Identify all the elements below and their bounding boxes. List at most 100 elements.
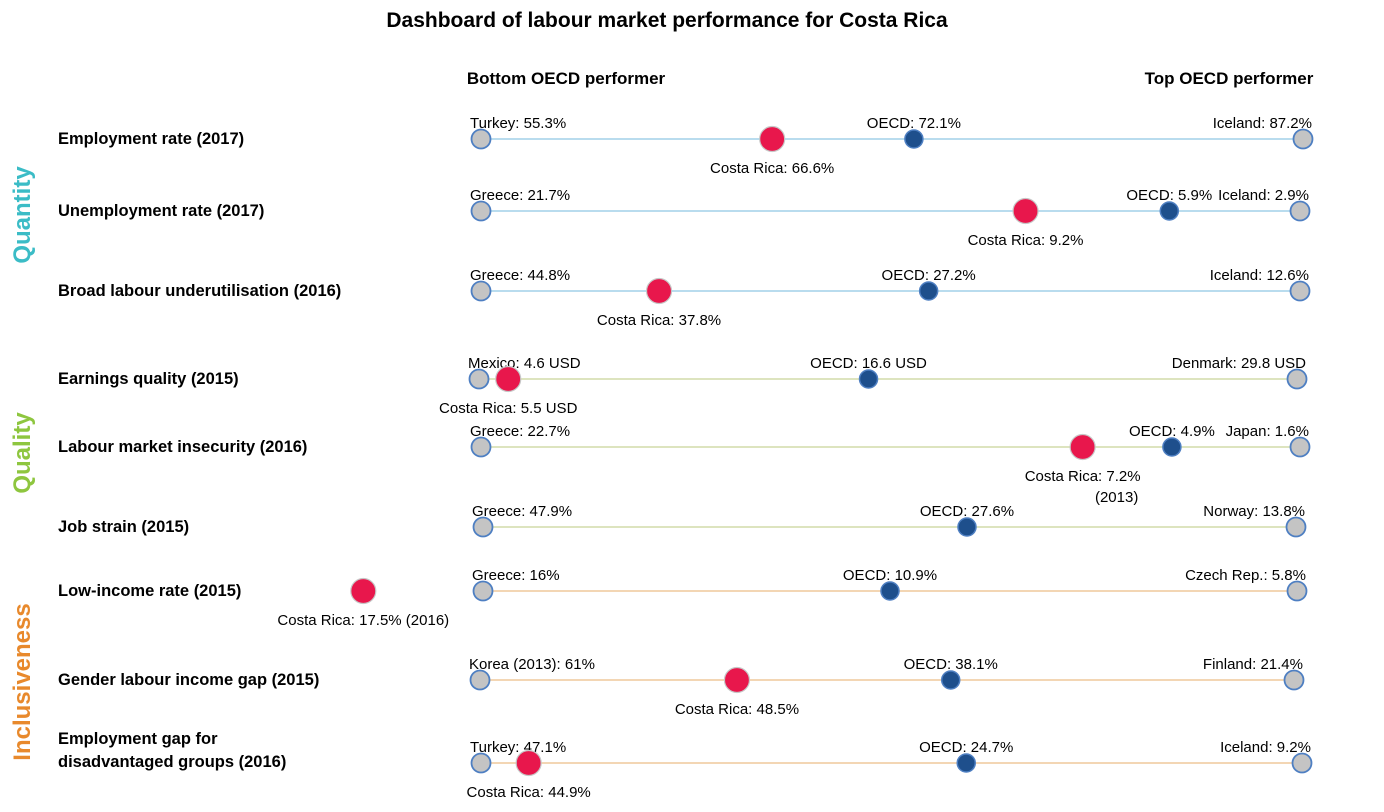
- group-label: Inclusiveness: [9, 603, 36, 760]
- costa-rica-dot: [515, 749, 542, 777]
- oecd-dot: [956, 753, 976, 773]
- costa-rica-label: Costa Rica: 9.2%: [968, 232, 1084, 249]
- top-performer-label: Iceland: 9.2%: [1220, 739, 1311, 756]
- group-labels: Quantity Quality Inclusiveness: [9, 166, 36, 761]
- indicator-row: Employment rate (2017) Turkey: 55.3% Icela…: [58, 115, 1314, 177]
- indicator-label: Employment rate (2017): [58, 130, 244, 148]
- bottom-performer-dot: [470, 200, 492, 222]
- costa-rica-label: Costa Rica: 5.5 USD: [439, 400, 578, 417]
- costa-rica-label: Costa Rica: 17.5% (2016): [277, 612, 449, 629]
- indicator-label: Labour market insecurity (2016): [58, 438, 307, 456]
- top-performer-dot: [1292, 128, 1314, 150]
- indicator-label: Gender labour income gap (2015): [58, 671, 319, 689]
- indicator-label-line: disadvantaged groups (2016): [58, 753, 286, 771]
- costa-rica-label: Costa Rica: 44.9%: [467, 784, 591, 801]
- chart-title: Dashboard of labour market performance f…: [386, 9, 948, 32]
- top-performer-header: Top OECD performer: [1145, 69, 1314, 88]
- costa-rica-label: Costa Rica: 7.2%: [1025, 468, 1141, 485]
- indicator-row: Employment gap for disadvantaged groups (…: [58, 730, 1313, 801]
- oecd-dot: [1159, 201, 1180, 221]
- top-performer-label: Denmark: 29.8 USD: [1172, 355, 1306, 372]
- bottom-performer-dot: [472, 580, 494, 602]
- bottom-performer-header: Bottom OECD performer: [467, 69, 666, 88]
- bottom-performer-dot: [470, 752, 492, 774]
- group-label: Quality: [9, 412, 36, 494]
- bottom-performer-label: Turkey: 47.1%: [470, 739, 566, 756]
- top-performer-dot: [1286, 368, 1308, 390]
- top-performer-label: Japan: 1.6%: [1226, 423, 1309, 440]
- indicator-row: Low-income rate (2015) Greece: 16% Czech R…: [58, 567, 1308, 629]
- oecd-label: OECD: 38.1%: [904, 656, 998, 673]
- bottom-performer-dot: [470, 280, 492, 302]
- bottom-performer-dot: [470, 436, 492, 458]
- bottom-performer-dot: [472, 516, 494, 538]
- oecd-dot: [918, 281, 939, 301]
- indicator-row: Gender labour income gap (2015) Korea (20…: [58, 656, 1305, 718]
- indicator-row: Labour market insecurity (2016) Greece: 2…: [58, 423, 1311, 506]
- top-performer-dot: [1289, 200, 1311, 222]
- bottom-performer-label: Greece: 44.8%: [470, 267, 570, 284]
- indicator-row: Unemployment rate (2017) Greece: 21.7% Ice…: [58, 187, 1311, 249]
- oecd-label: OECD: 5.9%: [1126, 187, 1212, 204]
- top-performer-label: Finland: 21.4%: [1203, 656, 1303, 673]
- indicator-label: Job strain (2015): [58, 518, 189, 536]
- indicator-label: Unemployment rate (2017): [58, 202, 264, 220]
- oecd-label: OECD: 72.1%: [867, 115, 961, 132]
- bottom-performer-label: Korea (2013): 61%: [469, 656, 595, 673]
- oecd-dot: [957, 517, 977, 537]
- bottom-performer-dot: [469, 669, 491, 691]
- top-performer-dot: [1291, 752, 1313, 774]
- bottom-performer-label: Greece: 22.7%: [470, 423, 570, 440]
- oecd-label: OECD: 24.7%: [919, 739, 1013, 756]
- top-performer-label: Iceland: 87.2%: [1213, 115, 1312, 132]
- costa-rica-label: Costa Rica: 48.5%: [675, 701, 799, 718]
- costa-rica-dot: [1069, 433, 1096, 461]
- oecd-label: OECD: 4.9%: [1129, 423, 1215, 440]
- costa-rica-dot: [1012, 197, 1039, 225]
- costa-rica-dot: [759, 125, 786, 153]
- costa-rica-note: (2013): [1095, 489, 1138, 506]
- oecd-dot: [1162, 437, 1182, 457]
- top-performer-label: Iceland: 12.6%: [1210, 267, 1309, 284]
- indicator-row: Broad labour underutilisation (2016) Gree…: [58, 267, 1311, 329]
- indicator-label: Broad labour underutilisation (2016): [58, 282, 341, 300]
- costa-rica-dot: [723, 666, 751, 694]
- oecd-label: OECD: 27.6%: [920, 503, 1014, 520]
- oecd-label: OECD: 27.2%: [882, 267, 976, 284]
- bottom-performer-label: Greece: 21.7%: [470, 187, 570, 204]
- costa-rica-label: Costa Rica: 66.6%: [710, 160, 834, 177]
- top-performer-label: Iceland: 2.9%: [1218, 187, 1309, 204]
- bottom-performer-label: Mexico: 4.6 USD: [468, 355, 581, 372]
- top-performer-label: Czech Rep.: 5.8%: [1185, 567, 1306, 584]
- indicator-label-line: Employment gap for: [58, 730, 218, 748]
- oecd-dot: [904, 129, 924, 149]
- indicator-row: Job strain (2015) Greece: 47.9% Norway: 13…: [58, 503, 1307, 538]
- indicator-row: Earnings quality (2015) Mexico: 4.6 USD De…: [58, 355, 1308, 417]
- top-performer-dot: [1289, 436, 1311, 458]
- top-performer-label: Norway: 13.8%: [1203, 503, 1305, 520]
- bottom-performer-dot: [470, 128, 492, 150]
- bottom-performer-label: Greece: 47.9%: [472, 503, 572, 520]
- top-performer-dot: [1289, 280, 1311, 302]
- indicator-label: Employment gap for disadvantaged groups (…: [58, 730, 286, 771]
- top-performer-dot: [1285, 516, 1307, 538]
- oecd-label: OECD: 16.6 USD: [810, 355, 927, 372]
- bottom-performer-label: Turkey: 55.3%: [470, 115, 566, 132]
- oecd-dot: [940, 670, 961, 690]
- costa-rica-dot: [350, 577, 377, 605]
- costa-rica-label: Costa Rica: 37.8%: [597, 312, 721, 329]
- oecd-label: OECD: 10.9%: [843, 567, 937, 584]
- indicator-label: Low-income rate (2015): [58, 582, 241, 600]
- indicator-label: Earnings quality (2015): [58, 370, 239, 388]
- costa-rica-dot: [645, 277, 673, 305]
- top-performer-dot: [1286, 580, 1308, 602]
- bottom-performer-label: Greece: 16%: [472, 567, 560, 584]
- costa-rica-dot: [495, 365, 522, 393]
- bottom-performer-dot: [468, 368, 490, 390]
- oecd-dot: [880, 581, 900, 601]
- indicator-rows: Employment rate (2017) Turkey: 55.3% Icela…: [58, 115, 1314, 801]
- oecd-dot: [858, 369, 879, 389]
- top-performer-dot: [1283, 669, 1305, 691]
- group-label: Quantity: [9, 166, 36, 264]
